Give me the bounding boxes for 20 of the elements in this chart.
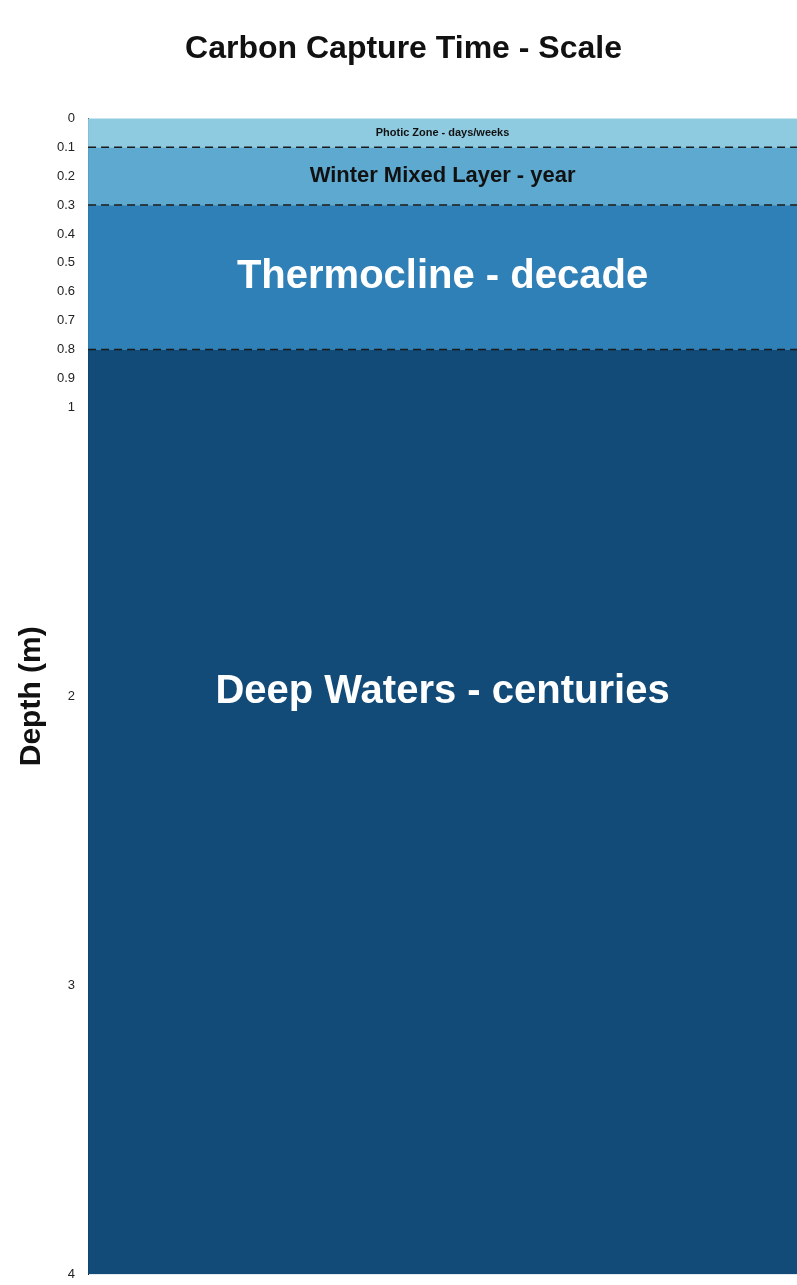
chart-title: Carbon Capture Time - Scale xyxy=(185,29,622,66)
y-tick-label: 0.6 xyxy=(56,283,76,299)
series-label: Photic Zone - days/weeks xyxy=(375,125,510,138)
series-label: Thermocline - decade xyxy=(236,252,649,297)
y-tick-label: 0 xyxy=(67,109,76,125)
y-tick-label: 0.8 xyxy=(56,341,76,357)
y-tick-label: 0.5 xyxy=(56,254,76,270)
y-tick-label: 0.7 xyxy=(56,312,76,328)
series-label: Winter Mixed Layer - year xyxy=(309,162,576,188)
y-tick-label: 4 xyxy=(67,1265,76,1281)
y-tick-label: 0.1 xyxy=(56,138,76,154)
y-tick-label: 0.4 xyxy=(56,225,76,241)
series-label: Deep Waters - centuries xyxy=(215,666,670,711)
y-tick-label: 0.2 xyxy=(56,167,76,183)
y-axis-title: Depth (m) xyxy=(13,626,47,767)
y-tick-label: 0.9 xyxy=(56,370,76,386)
y-tick-label: 1 xyxy=(67,398,76,414)
y-tick-label: 2 xyxy=(67,687,76,703)
y-tick-label: 0.3 xyxy=(56,196,76,212)
y-tick-label: 3 xyxy=(67,976,76,992)
